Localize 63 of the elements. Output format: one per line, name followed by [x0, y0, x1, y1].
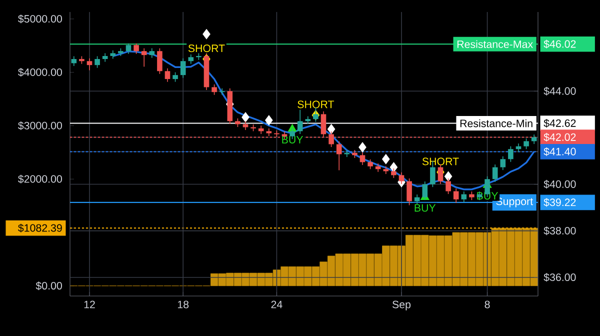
- candlestick: [406, 178, 412, 206]
- candlestick: [219, 88, 225, 96]
- candlestick: [172, 72, 178, 82]
- candlestick: [453, 188, 459, 204]
- data-label: SHORT: [298, 100, 334, 108]
- candlestick: [134, 43, 139, 54]
- data-label: SHORT: [422, 158, 459, 166]
- y2-tick-label: $41.40: [544, 147, 576, 156]
- x-tick-label: Sep: [392, 300, 411, 310]
- candlestick: [368, 158, 373, 170]
- candlestick: [336, 141, 342, 171]
- candlestick: [414, 194, 420, 204]
- candlestick: [94, 56, 100, 68]
- candlestick: [212, 84, 217, 96]
- point: [242, 112, 250, 122]
- point: [382, 154, 390, 164]
- x-tick-label: 24: [271, 300, 282, 308]
- candlestick: [508, 146, 514, 162]
- point: [265, 115, 273, 126]
- y2-tick-label: $42.62: [544, 118, 576, 128]
- candlestick: [461, 191, 467, 203]
- point: [358, 142, 366, 152]
- data-label: BUY: [282, 136, 304, 144]
- y2-tick-label: $44.00: [544, 86, 576, 96]
- y2-tick-label: $46.02: [544, 40, 576, 48]
- candlestick: [180, 58, 186, 78]
- candlestick: [157, 48, 162, 74]
- candlestick: [313, 107, 318, 122]
- ref-line-label: Resistance-Min: [460, 119, 532, 128]
- ref-line-label: Resistance-Max: [457, 40, 533, 48]
- point: [390, 162, 398, 172]
- candlestick: [531, 134, 537, 144]
- y-tick-label: $0.00: [36, 282, 62, 290]
- candlestick: [188, 54, 194, 64]
- y-tick-label: $4000.00: [18, 68, 62, 77]
- candlestick: [492, 164, 498, 182]
- candlestick: [524, 138, 529, 150]
- candlestick: [86, 58, 92, 71]
- candlestick: [164, 68, 170, 82]
- x-tick-label: 12: [84, 300, 95, 308]
- x-tick-label: 18: [178, 300, 189, 308]
- candlestick: [141, 48, 147, 68]
- y2-tick-label: $39.22: [544, 198, 576, 207]
- candlestick: [422, 181, 428, 200]
- point: [444, 171, 452, 182]
- data-label: BUY: [414, 204, 436, 212]
- x-tick-label: 8: [484, 300, 490, 308]
- y2-tick-label: $42.02: [544, 132, 576, 142]
- y2-tick-label: $40.00: [544, 180, 576, 189]
- point: [202, 29, 210, 40]
- y-tick-label: $2000.00: [18, 174, 62, 184]
- candlestick: [297, 109, 303, 134]
- y-tick-label: $1082.39: [18, 224, 62, 232]
- y-tick-label: $5000.00: [18, 14, 62, 24]
- candlestick: [500, 156, 506, 170]
- candlestick: [71, 56, 77, 66]
- data-label: SHORT: [188, 44, 225, 52]
- candlestick: [149, 48, 155, 58]
- point: [327, 124, 336, 134]
- y-tick-label: $3000.00: [18, 121, 62, 130]
- y2-tick-label: $36.00: [544, 273, 576, 282]
- candlestick: [126, 43, 132, 54]
- y2-tick-label: $38.00: [544, 226, 576, 236]
